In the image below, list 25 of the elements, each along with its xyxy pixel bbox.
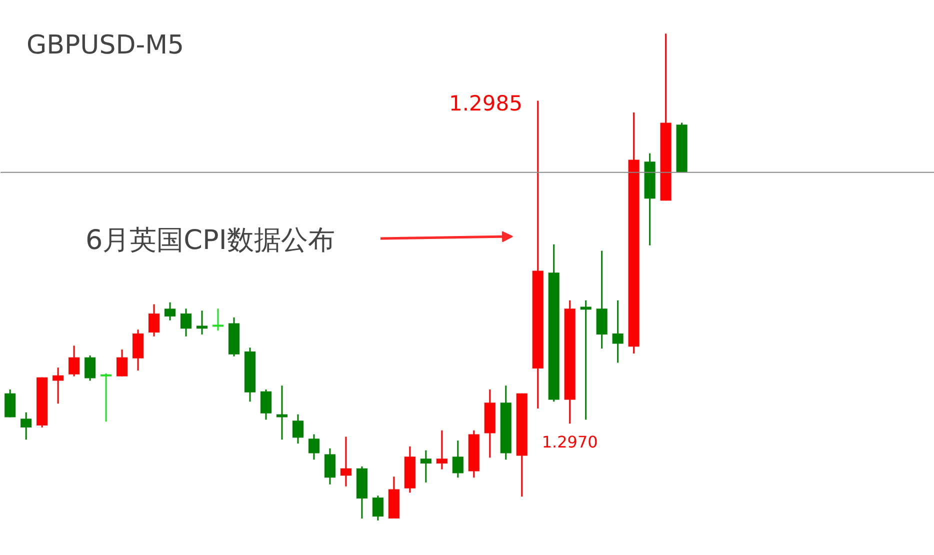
candlestick (292, 414, 304, 444)
candlestick (52, 366, 64, 404)
candlestick (612, 300, 624, 364)
candlestick (116, 348, 128, 378)
candlestick (84, 354, 96, 382)
candlestick (452, 440, 464, 478)
candlestick (340, 436, 352, 488)
annotation: 1.2970 (542, 432, 598, 452)
candlestick (308, 434, 320, 460)
candlestick (372, 494, 384, 522)
candlestick (324, 448, 336, 486)
candlestick (148, 304, 160, 338)
candlestick (580, 300, 592, 420)
candlestick (196, 310, 208, 336)
chart-title: GBPUSD-M5 (26, 30, 184, 60)
candlestick (4, 388, 16, 418)
candlestick (164, 302, 176, 322)
annotation: 1.2985 (449, 92, 523, 116)
candlestick (180, 308, 192, 338)
annotation: 6月英国CPI数据公布 (86, 225, 335, 256)
candlestick (20, 412, 32, 440)
candlestick (68, 344, 80, 378)
candlestick (420, 450, 432, 484)
candlestick (436, 430, 448, 470)
candlestick (260, 388, 272, 420)
